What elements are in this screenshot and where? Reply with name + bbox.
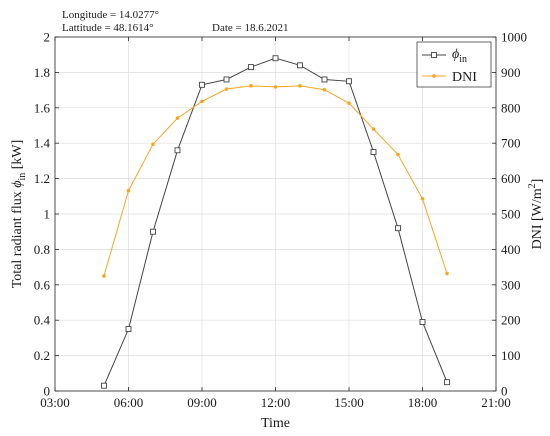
ticks: 03:00 06:00 09:00 12:00 15:00 18:00 21:0000.20…: [34, 30, 527, 411]
data-point-dni: [298, 84, 302, 88]
data-point-dni: [126, 188, 131, 193]
series-layer: [101, 55, 450, 389]
y-left-tick-label: 0.2: [34, 348, 50, 363]
y-left-tick-label: 2: [44, 30, 51, 45]
data-point-phi: [125, 326, 132, 332]
data-point-dni: [175, 116, 180, 120]
y-right-tick-label: 400: [501, 242, 521, 257]
y-right-label-sup: 2: [527, 183, 538, 188]
data-point-dni: [445, 271, 449, 276]
legend-dni-marker: [432, 74, 436, 78]
data-point-phi: [101, 382, 107, 389]
data-point-dni: [347, 101, 351, 105]
data-point-phi: [346, 78, 352, 85]
data-point-phi: [223, 76, 230, 83]
y-left-tick-label: 1.8: [34, 65, 50, 80]
data-point-dni: [273, 85, 278, 89]
data-point-phi: [395, 225, 401, 232]
x-tick-label: 09:00: [187, 395, 217, 410]
legend-phi-sub: in: [459, 54, 467, 65]
legend-phi-marker: [431, 52, 437, 58]
y-left-tick-label: 0.6: [34, 277, 51, 292]
legend-dni-label: DNI: [452, 70, 477, 85]
x-tick-label: 18:00: [408, 395, 438, 410]
y-right-tick-label: 600: [501, 171, 521, 186]
y-left-label-unit: [kW]: [10, 140, 25, 173]
data-point-phi: [370, 149, 377, 156]
longitude-annotation: Longitude = 14.0277°: [62, 9, 159, 21]
y-right-tick-label: 900: [501, 65, 521, 80]
y-left-tick-label: 0: [44, 384, 51, 399]
data-point-dni: [396, 152, 400, 157]
x-axis-label: Time: [261, 416, 290, 431]
data-point-dni: [102, 274, 106, 278]
data-point-phi: [297, 62, 303, 69]
y-right-tick-label: 1000: [501, 30, 527, 45]
legend-phi-sym: ϕ: [452, 47, 459, 62]
x-tick-label: 03:00: [40, 395, 70, 410]
data-point-dni: [200, 99, 204, 104]
y-left-label-sub: in: [17, 173, 28, 181]
x-tick-label: 12:00: [261, 395, 291, 410]
y-left-tick-label: 1.2: [34, 171, 50, 186]
y-right-tick-label: 500: [501, 207, 521, 222]
data-point-dni: [224, 87, 229, 91]
data-point-dni: [371, 127, 376, 131]
y-right-tick-label: 800: [501, 100, 521, 115]
data-point-dni: [249, 84, 253, 88]
data-point-dni: [420, 196, 425, 201]
y-left-tick-label: 0.4: [34, 313, 51, 328]
y-left-tick-label: 1: [44, 207, 51, 222]
legend-box: [416, 41, 492, 88]
y-right-tick-label: 200: [501, 313, 521, 328]
y-axis-right-label: DNI [W/m2]: [527, 179, 545, 250]
legend-phi-label: ϕin: [452, 47, 467, 65]
legend: ϕin DNI: [416, 41, 492, 88]
y-right-tick-label: 0: [501, 384, 508, 399]
x-tick-label: 15:00: [334, 395, 364, 410]
y-left-tick-label: 0.8: [34, 242, 50, 257]
y-right-label-main: DNI [W/m: [530, 188, 545, 249]
x-tick-label: 06:00: [114, 395, 144, 410]
y-right-label-end: ]: [530, 179, 545, 184]
data-point-phi: [444, 379, 450, 386]
y-right-tick-label: 700: [501, 136, 521, 151]
y-left-label-main: Total radiant flux: [10, 188, 25, 289]
data-point-phi: [174, 147, 181, 154]
date-annotation: Date = 18.6.2021: [212, 22, 288, 34]
data-point-phi: [248, 64, 254, 71]
data-point-phi: [321, 76, 328, 83]
data-point-phi: [150, 228, 156, 235]
data-point-dni: [322, 87, 327, 92]
y-left-label-phi: ϕ: [10, 181, 25, 188]
y-left-tick-label: 1.4: [34, 136, 51, 151]
data-point-dni: [151, 142, 155, 147]
data-point-phi: [199, 81, 205, 88]
data-point-phi: [272, 55, 279, 62]
latitude-annotation: Lattitude = 48.1614°: [62, 22, 154, 34]
y-left-tick-label: 1.6: [34, 100, 51, 115]
y-right-tick-label: 300: [501, 277, 521, 292]
x-tick-label: 21:00: [481, 395, 511, 410]
y-right-tick-label: 100: [501, 348, 521, 363]
y-axis-left-label: Total radiant flux ϕin [kW]: [10, 140, 28, 289]
data-point-phi: [419, 319, 426, 325]
